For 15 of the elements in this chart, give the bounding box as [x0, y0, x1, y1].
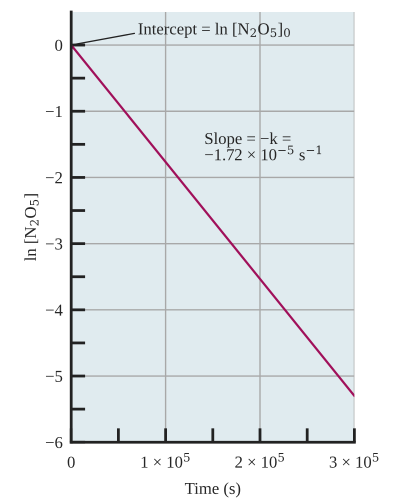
y-tick-label: −5 — [46, 370, 62, 382]
annotation: Intercept = ln [N$_{2}$O$_{5}$]$_{0}$ — [138, 22, 290, 38]
y-tick-label: −6 — [46, 436, 62, 448]
x-tick-label: 0 — [68, 456, 75, 468]
x-tick-label: 1 × 10$^{5}$ — [142, 453, 190, 468]
y-tick-label: −4 — [46, 304, 63, 316]
y-tick-label: 0 — [55, 40, 62, 51]
annotation: Slope = −k = −1.72 × 10$^{−5}$ s$^{−1}$ — [205, 132, 322, 160]
y-tick-label: −3 — [46, 238, 62, 250]
x-tick-label: 3 × 10$^{5}$ — [330, 453, 378, 468]
y-tick-label: −2 — [46, 172, 62, 184]
x-tick-label: 2 × 10$^{5}$ — [235, 453, 284, 468]
y-tick-label: −1 — [46, 106, 62, 118]
y-axis-title: ln [N$_{2}$O$_{5}$] — [24, 194, 39, 261]
x-axis-title: Time (s) — [184, 482, 240, 498]
